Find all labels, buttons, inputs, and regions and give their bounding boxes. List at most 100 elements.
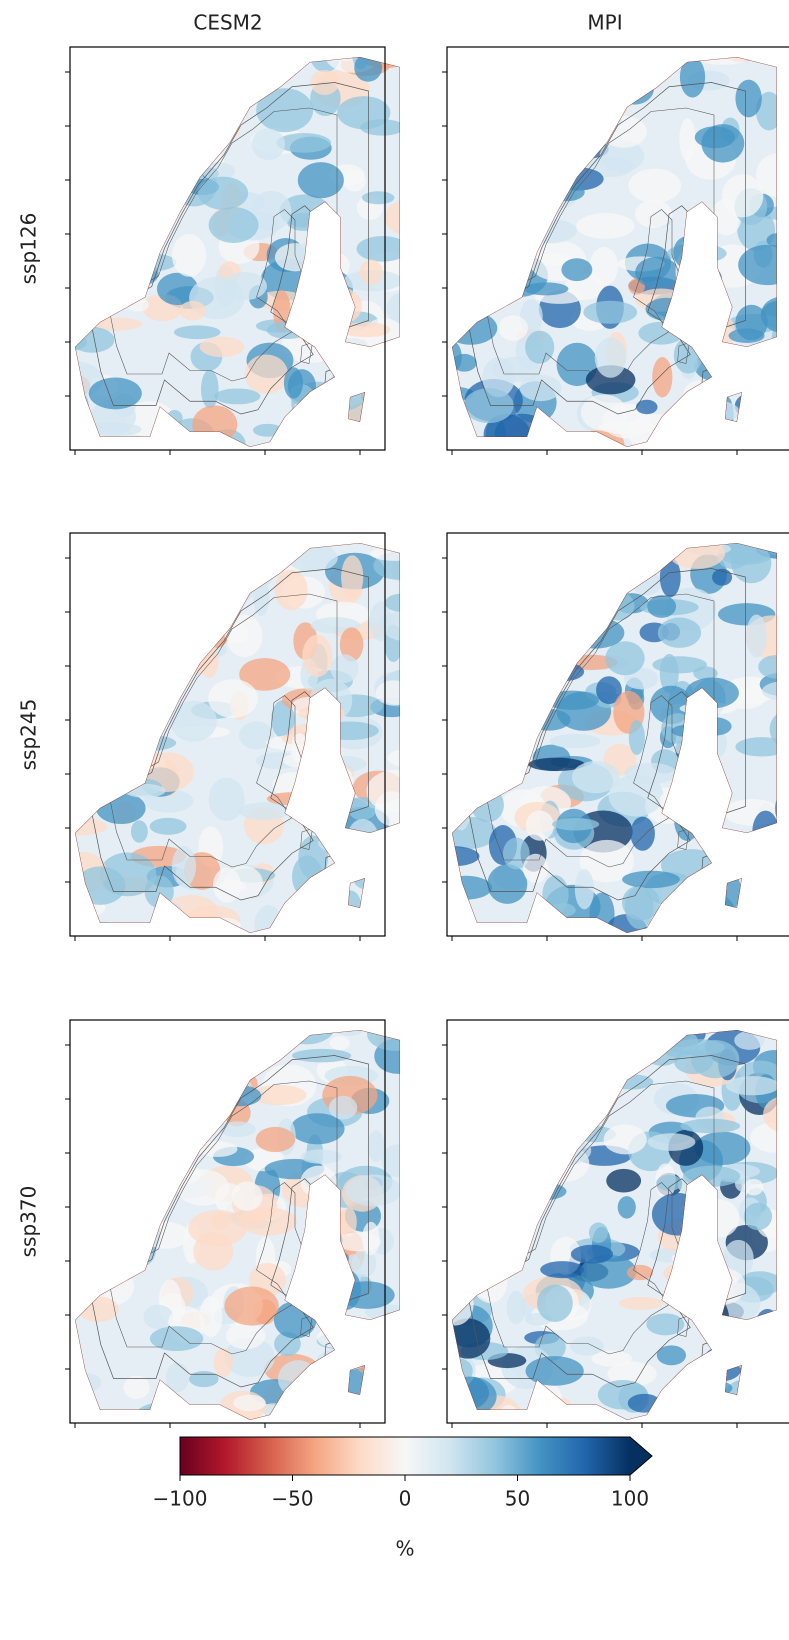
map-cell	[679, 742, 719, 762]
map-cell	[290, 696, 336, 717]
map-cell	[98, 1053, 118, 1086]
map-cell	[91, 551, 136, 584]
map-cell	[379, 432, 400, 447]
map-cell	[157, 586, 196, 623]
map-cell	[498, 315, 528, 341]
map-cell	[698, 717, 732, 736]
map-cell	[510, 637, 554, 662]
map-cell	[575, 552, 598, 583]
map-cell	[452, 391, 462, 417]
map-cell	[680, 1118, 741, 1134]
map-cell	[251, 190, 292, 231]
map-cell	[532, 664, 561, 705]
map-cell	[321, 374, 368, 411]
map-cell	[386, 1316, 400, 1351]
map-cell	[156, 272, 199, 306]
map-cell	[656, 1175, 683, 1191]
map-cell	[504, 138, 537, 169]
map-cell	[316, 1327, 355, 1348]
map-cell	[382, 612, 400, 641]
map-cell	[166, 552, 204, 594]
map-cell	[278, 1030, 336, 1045]
map-cell	[123, 1375, 150, 1400]
map-cell	[677, 309, 726, 322]
map-cell	[320, 721, 379, 741]
map-cell	[513, 1182, 567, 1201]
map-cell	[75, 118, 117, 162]
map-cell	[502, 837, 530, 870]
map-cell	[290, 403, 345, 422]
map-cell	[602, 591, 635, 621]
map-cell	[738, 357, 767, 394]
map-cell	[213, 1348, 234, 1378]
map-cell	[545, 543, 567, 580]
map-cell	[557, 74, 610, 109]
colorbar	[180, 1437, 630, 1475]
map-cell	[452, 178, 464, 196]
map-cell	[367, 1130, 385, 1162]
map-cell	[175, 559, 210, 603]
map-cell	[488, 57, 515, 68]
map-cell	[452, 123, 509, 147]
map-cell	[382, 418, 400, 445]
map-cell	[519, 375, 562, 402]
map-cell	[143, 1304, 174, 1330]
map-cell	[463, 242, 498, 285]
map-cell	[694, 57, 752, 65]
map-cell	[97, 716, 114, 754]
row-label: ssp126	[17, 213, 41, 285]
row-label: ssp245	[17, 699, 41, 771]
map-cell	[91, 713, 133, 737]
map-field	[452, 57, 777, 447]
map-cell	[452, 680, 488, 699]
panel-frame	[69, 532, 386, 937]
map-cell	[329, 1251, 349, 1267]
map-cell	[362, 1221, 380, 1256]
map-cell	[101, 109, 155, 133]
map-cell	[142, 1221, 189, 1249]
map-cell	[286, 544, 338, 572]
map-cell	[521, 113, 570, 131]
map-cell	[452, 1050, 497, 1066]
map-cell	[330, 654, 359, 683]
map-cell	[652, 656, 707, 674]
map-cell	[88, 673, 135, 711]
map-cell	[579, 1030, 618, 1038]
map-cell	[75, 1180, 98, 1209]
map-field	[75, 543, 400, 933]
map-cell	[744, 836, 777, 871]
map-cell	[78, 150, 132, 192]
map-cell	[471, 787, 504, 823]
map-cell	[540, 543, 588, 554]
map-cell	[266, 321, 309, 339]
map-cell	[75, 98, 106, 135]
map-cell	[83, 572, 122, 587]
map-cell	[146, 129, 192, 155]
map-cell	[75, 817, 108, 836]
map-cell	[242, 543, 296, 573]
map-cell	[381, 1144, 400, 1178]
map-cell	[170, 700, 217, 742]
map-cell	[536, 1383, 563, 1420]
map-cell	[605, 1051, 630, 1073]
map-cell	[75, 920, 120, 933]
map-cell	[603, 1124, 647, 1155]
map-cell	[171, 233, 207, 277]
map-cell	[452, 543, 483, 559]
map-cell	[149, 134, 193, 165]
map-cell	[452, 1318, 491, 1359]
map-cell	[75, 151, 97, 182]
map-cell	[303, 249, 350, 282]
map-cell	[478, 280, 523, 293]
map-cell	[386, 292, 400, 325]
map-cell	[452, 341, 462, 373]
map-cell	[255, 1126, 296, 1153]
map-cell	[695, 1267, 746, 1306]
map-cell	[668, 543, 726, 569]
map-cell	[574, 869, 594, 910]
map-panel	[442, 532, 789, 941]
panel-frame	[446, 1019, 789, 1424]
map-cell	[763, 1096, 777, 1132]
map-cell	[683, 380, 716, 410]
map-cell	[274, 243, 316, 272]
